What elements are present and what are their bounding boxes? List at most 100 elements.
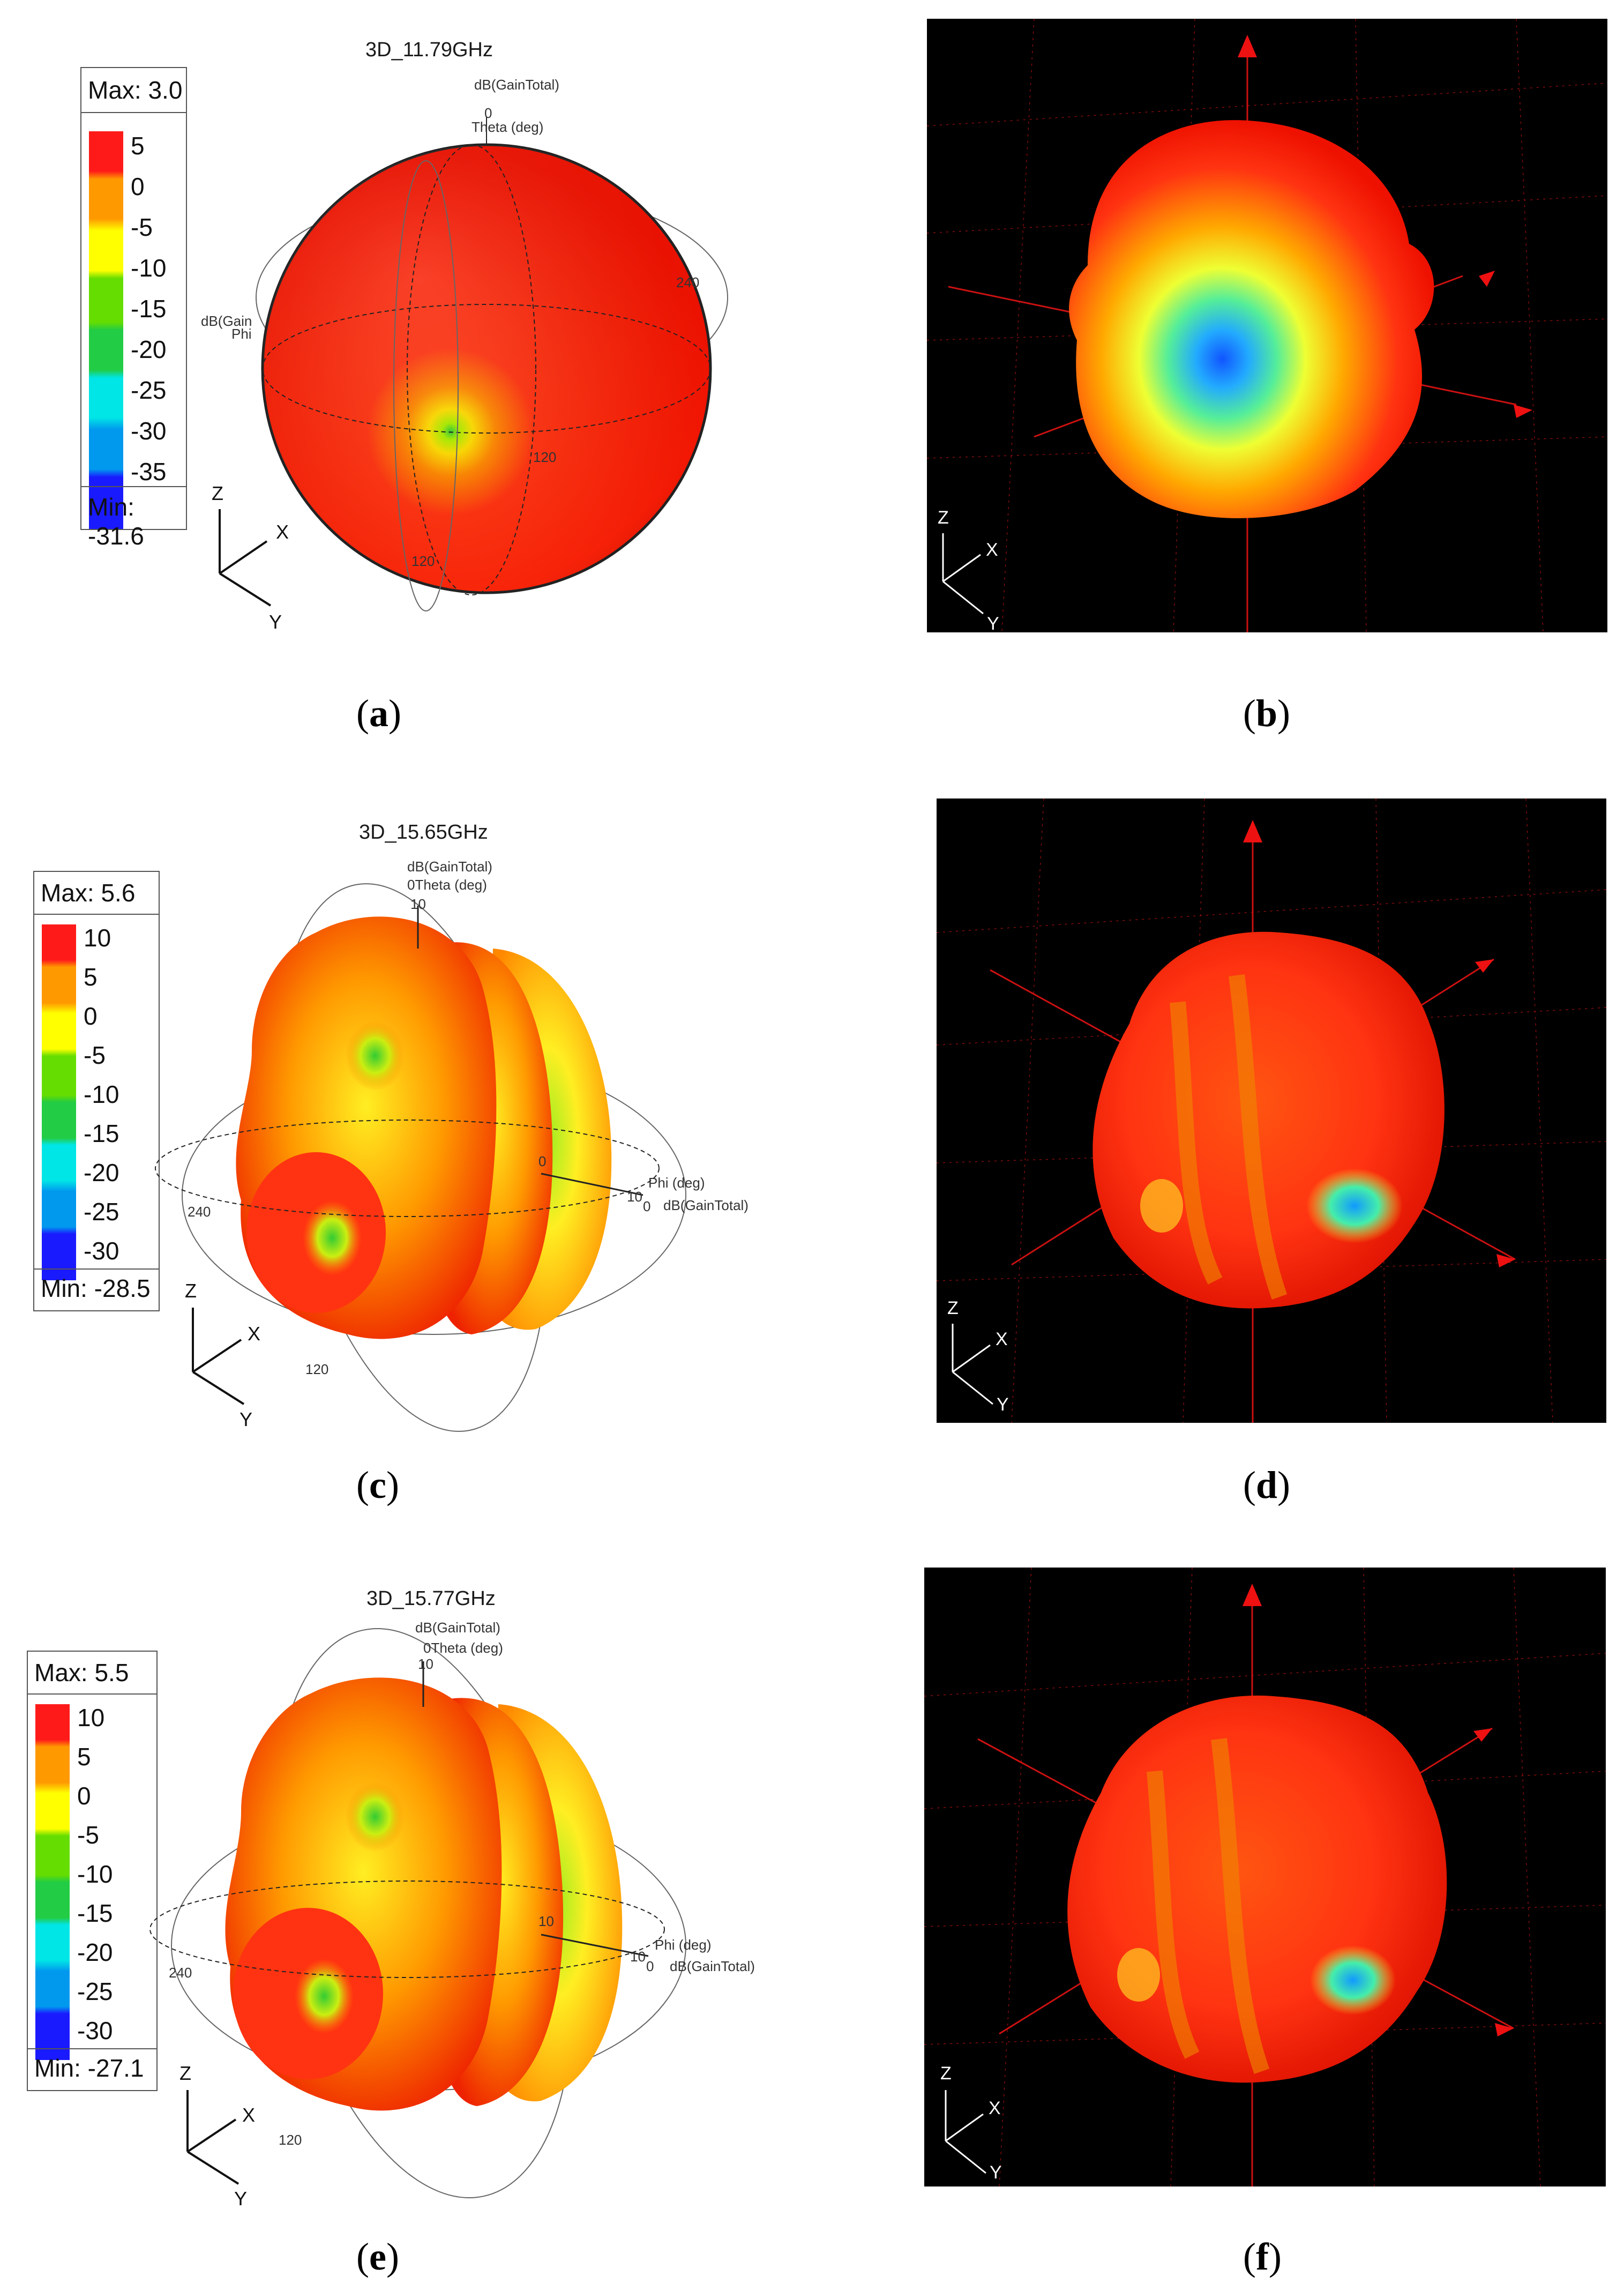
annot-gain-right: dB(GainTotal) xyxy=(670,1958,755,1974)
axis-x-label: X xyxy=(242,2104,256,2126)
annot-gain-top: dB(GainTotal) xyxy=(474,77,559,93)
legend-colorbar xyxy=(89,131,123,529)
legend-colorbar xyxy=(42,924,76,1280)
legend-tick: -10 xyxy=(131,254,167,282)
caption-c: (c) xyxy=(356,1464,399,1506)
legend-max: Max: 5.6 xyxy=(41,879,136,907)
annot-zero-mid: 0 xyxy=(538,1153,547,1169)
legend-tick: -5 xyxy=(131,213,153,241)
legend-tick: -35 xyxy=(131,458,167,486)
annot-theta0: 0 xyxy=(484,105,492,121)
caption-d: (d) xyxy=(1243,1464,1291,1506)
panel-f-measured: Z X Y xyxy=(924,1568,1606,2186)
panel-c-title: 3D_15.65GHz xyxy=(359,821,488,844)
legend-tick: -10 xyxy=(84,1080,119,1108)
legend-min: Min: -31.6 xyxy=(88,493,144,550)
axis-z-label: Z xyxy=(185,1280,197,1302)
annot-zero-right: 0 xyxy=(646,1958,654,1974)
annot-phi-left: dB(Gain xyxy=(201,313,252,329)
legend-tick: -25 xyxy=(84,1198,119,1226)
legend-tick: -15 xyxy=(77,1899,113,1927)
legend-tick: -15 xyxy=(84,1120,119,1147)
legend-tick: -5 xyxy=(77,1821,99,1849)
legend-tick: -30 xyxy=(84,1237,119,1265)
axis-z-label: Z xyxy=(940,2063,952,2084)
axis-x-label: X xyxy=(248,1323,261,1345)
annot-240: 240 xyxy=(169,1965,192,1981)
axis-z-label: Z xyxy=(938,508,949,528)
panel-e: 3D_15.77GHz Max: 5.5 10 5 0 -5 -10 -15 -… xyxy=(0,1559,804,2235)
legend-min: Min: -27.1 xyxy=(34,2054,144,2082)
panel-e-pattern xyxy=(149,1628,686,2198)
annot-120a: 120 xyxy=(533,449,557,465)
panel-e-title: 3D_15.77GHz xyxy=(366,1587,496,1610)
axis-x-label: X xyxy=(989,2098,1001,2118)
caption-a: (a) xyxy=(356,692,401,735)
legend-tick: 0 xyxy=(84,1002,98,1030)
axis-x-label: X xyxy=(276,521,289,543)
legend-tick: -5 xyxy=(84,1041,106,1069)
annot-theta: 0Theta (deg) xyxy=(423,1640,503,1656)
legend-tick: -30 xyxy=(77,2017,113,2044)
annot-gain-top: dB(GainTotal) xyxy=(407,859,492,875)
annot-120b: 120 xyxy=(411,553,435,569)
panel-a-legend: Max: 3.0 5 0 -5 -10 -15 -20 -25 -30 -35 … xyxy=(80,67,187,550)
panel-e-legend: Max: 5.5 10 5 0 -5 -10 -15 -20 -25 -30 M… xyxy=(27,1651,158,2091)
panel-a-pattern xyxy=(219,117,728,611)
legend-tick: -15 xyxy=(131,295,167,323)
legend-tick: 5 xyxy=(77,1743,91,1771)
annot-ten-right: 10 xyxy=(627,1189,642,1205)
annot-theta: 0Theta (deg) xyxy=(407,877,487,893)
legend-tick: -10 xyxy=(77,1860,113,1888)
axis-y-label: Y xyxy=(987,614,999,632)
caption-e: (e) xyxy=(356,2235,399,2278)
annot-ten-top: 10 xyxy=(418,1656,433,1672)
panel-d-measured: Z X Y xyxy=(937,799,1606,1423)
legend-min: Min: -28.5 xyxy=(41,1274,151,1302)
annot-ten-right: 10 xyxy=(630,1949,646,1965)
legend-tick: 10 xyxy=(77,1704,105,1732)
legend-max: Max: 3.0 xyxy=(88,76,183,104)
axis-y-label: Y xyxy=(240,1408,253,1430)
axis-y-label: Y xyxy=(269,611,282,633)
panel-c-pattern xyxy=(155,883,686,1432)
axis-y-label: Y xyxy=(990,2162,1002,2183)
annot-120: 120 xyxy=(279,2132,302,2148)
annot-phi: Phi (deg) xyxy=(648,1175,705,1191)
panel-b-measured: Z X Y xyxy=(927,19,1607,632)
panel-a-title: 3D_11.79GHz xyxy=(365,39,493,61)
axis-x-label: X xyxy=(996,1329,1008,1349)
annot-phi: Phi (deg) xyxy=(655,1937,712,1953)
caption-b: (b) xyxy=(1243,692,1291,735)
legend-tick: 5 xyxy=(131,132,145,160)
legend-tick: -30 xyxy=(131,417,167,445)
annot-gain-top: dB(GainTotal) xyxy=(415,1620,500,1636)
legend-tick: -20 xyxy=(131,335,167,363)
panel-c-legend: Max: 5.6 10 5 0 -5 -10 -15 -20 -25 -30 M… xyxy=(33,871,160,1311)
legend-tick: -20 xyxy=(84,1159,119,1186)
axis-y-label: Y xyxy=(234,2188,248,2210)
annot-gain-right: dB(GainTotal) xyxy=(663,1197,749,1213)
annot-phi-left2: Phi xyxy=(231,326,252,342)
legend-tick: -25 xyxy=(131,376,167,404)
annot-240: 240 xyxy=(188,1204,211,1220)
legend-max: Max: 5.5 xyxy=(34,1659,129,1686)
annot-240: 240 xyxy=(676,274,700,290)
legend-tick: 0 xyxy=(131,173,145,200)
caption-f: (f) xyxy=(1243,2235,1282,2278)
legend-tick: -25 xyxy=(77,1977,113,2005)
annot-ten-top: 10 xyxy=(410,896,426,912)
axis-y-label: Y xyxy=(997,1394,1009,1415)
panel-a: 3D_11.79GHz Max: 3.0 5 0 -5 -10 -15 -20 … xyxy=(0,0,804,675)
axis-z-label: Z xyxy=(179,2062,191,2084)
legend-tick: 0 xyxy=(77,1782,91,1810)
axis-z-label: Z xyxy=(947,1298,959,1318)
legend-tick: 5 xyxy=(84,963,98,991)
legend-colorbar xyxy=(35,1704,70,2060)
panel-c: 3D_15.65GHz Max: 5.6 10 5 0 -5 -10 -15 -… xyxy=(0,793,804,1468)
annot-120: 120 xyxy=(305,1361,329,1377)
axis-z-label: Z xyxy=(212,482,223,504)
annot-zero-right: 0 xyxy=(643,1198,651,1214)
panel-f-pattern xyxy=(924,1568,1606,2186)
annot-ten-mid: 10 xyxy=(538,1913,554,1929)
